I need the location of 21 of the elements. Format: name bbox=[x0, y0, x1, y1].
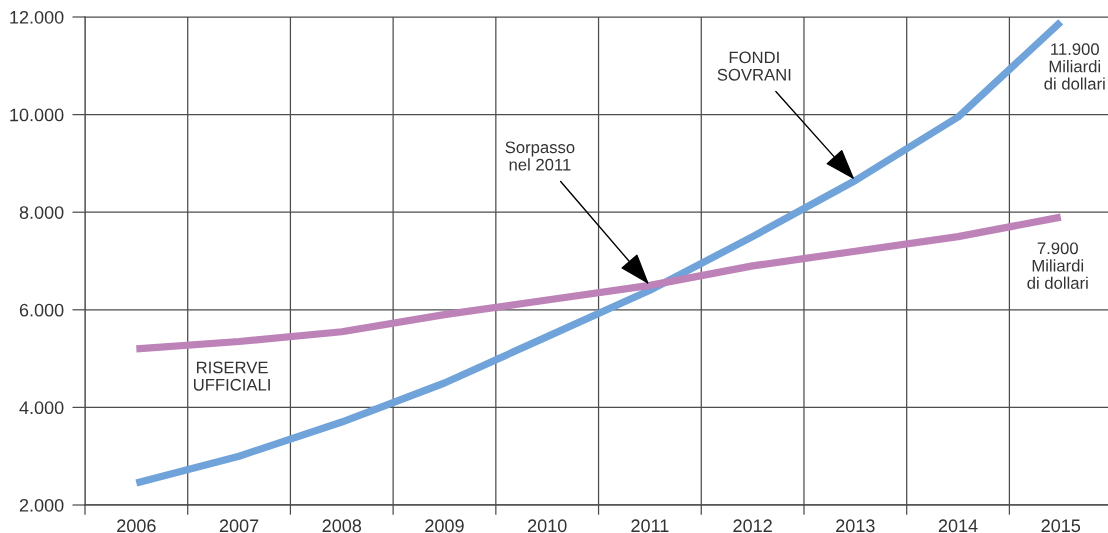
x-tick-label: 2008 bbox=[322, 519, 362, 533]
y-tick-label: 2.000 bbox=[19, 498, 64, 512]
annotation: Sorpasso nel 2011 bbox=[505, 141, 575, 171]
y-tick-label: 6.000 bbox=[19, 303, 64, 317]
y-tick-label: 10.000 bbox=[10, 108, 64, 122]
x-tick-label: 2013 bbox=[836, 519, 875, 533]
annotation: 11.900 Miliardi di dollari bbox=[1044, 43, 1105, 90]
annotation: FONDI SOVRANI bbox=[717, 51, 791, 81]
x-tick-label: 2015 bbox=[1041, 519, 1081, 533]
y-tick-label: 12.000 bbox=[10, 10, 64, 24]
x-tick-label: 2011 bbox=[631, 519, 669, 533]
x-tick-label: 2014 bbox=[938, 519, 978, 533]
y-tick-label: 4.000 bbox=[19, 401, 64, 415]
x-tick-label: 2007 bbox=[219, 519, 259, 533]
x-tick-label: 2010 bbox=[528, 519, 567, 533]
y-tick-label: 8.000 bbox=[19, 206, 64, 219]
x-tick-label: 2012 bbox=[733, 519, 772, 533]
x-tick-label: 2006 bbox=[117, 519, 156, 533]
x-tick-label: 2009 bbox=[425, 519, 464, 533]
series-label: RISERVE UFFICIALI bbox=[194, 361, 270, 391]
annotation: 7.900 Miliardi di dollari bbox=[1027, 242, 1088, 289]
